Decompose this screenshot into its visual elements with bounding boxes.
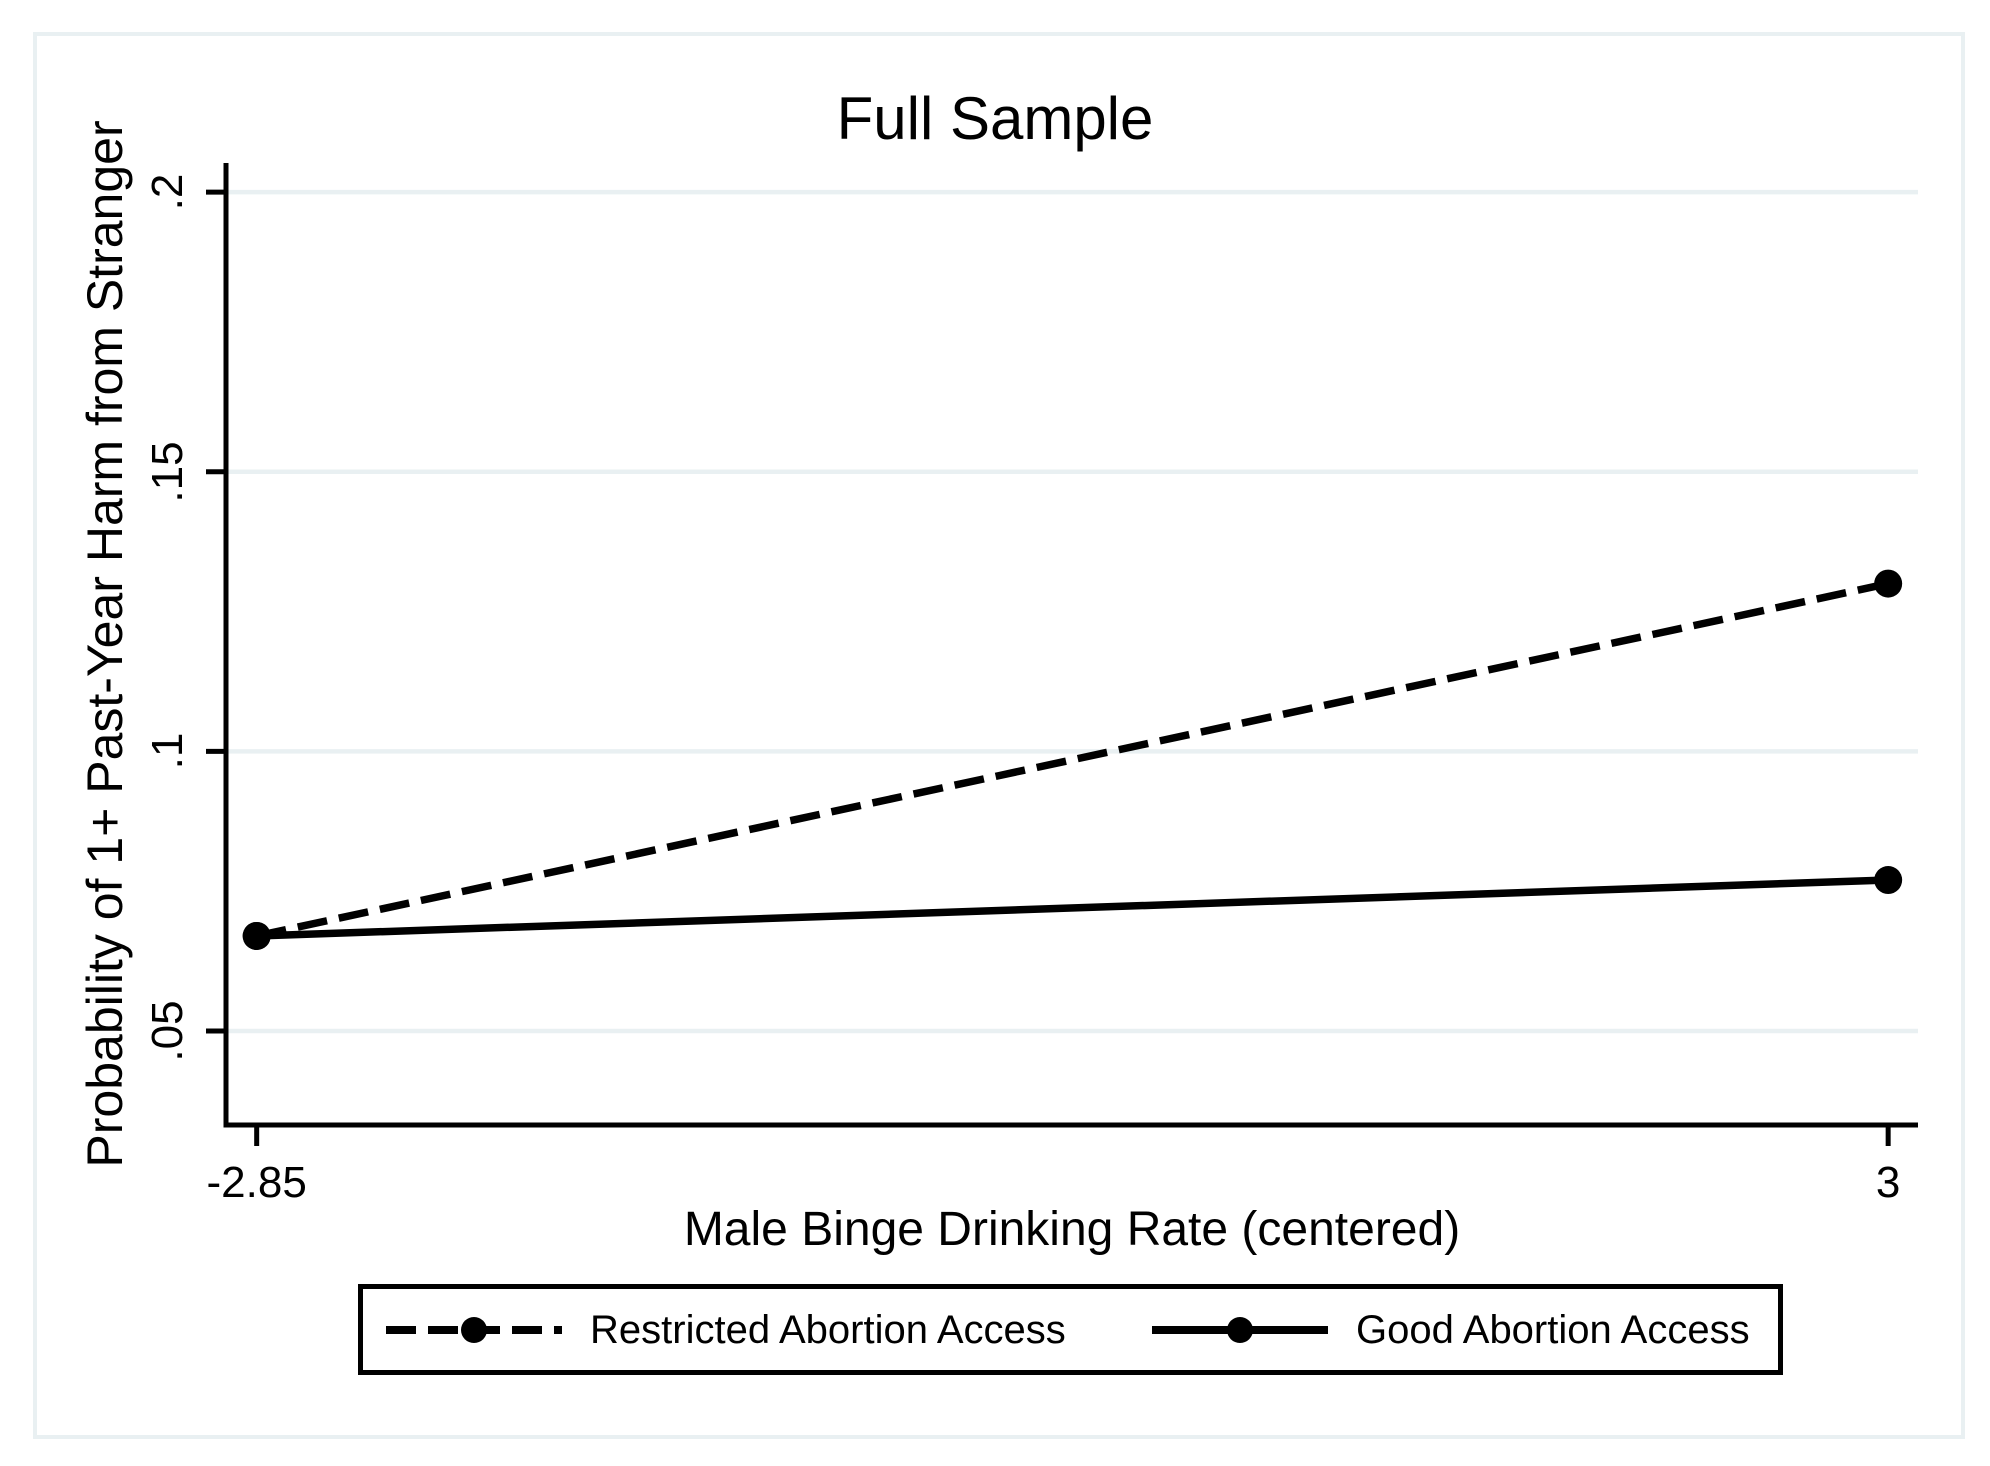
data-point-marker <box>1874 569 1903 598</box>
legend-entry-restricted: Restricted Abortion Access <box>382 1289 1066 1370</box>
y-tick-label: .05 <box>143 1000 192 1062</box>
legend-marker-icon <box>461 1316 487 1343</box>
x-tick-label: 3 <box>1875 1158 1901 1207</box>
y-tick-label: .2 <box>143 173 192 211</box>
legend: Restricted Abortion Access Good Abortion… <box>358 1284 1783 1375</box>
data-point-marker <box>242 921 271 950</box>
data-point-marker <box>1874 866 1903 895</box>
legend-label-restricted: Restricted Abortion Access <box>590 1307 1066 1352</box>
legend-label-good: Good Abortion Access <box>1356 1307 1750 1352</box>
axis-line <box>223 163 1918 1128</box>
x-axis-title: Male Binge Drinking Rate (centered) <box>683 1203 1461 1256</box>
solid-line-with-marker-icon <box>1152 1316 1328 1343</box>
series-line-restricted <box>255 579 1889 940</box>
legend-entry-good: Good Abortion Access <box>1148 1289 1750 1370</box>
y-axis-title: Probability of 1+ Past-Year Harm from St… <box>77 120 133 1168</box>
series-line-good <box>256 876 1889 940</box>
dashed-line-with-marker-icon <box>386 1316 562 1343</box>
legend-marker-icon <box>1227 1316 1253 1343</box>
chart-title: Full Sample <box>836 85 1154 152</box>
y-tick-label: .1 <box>143 733 192 770</box>
x-tick-label: -2.85 <box>206 1158 307 1207</box>
figure-frame <box>33 32 1965 1439</box>
y-tick-label: .15 <box>143 441 192 503</box>
